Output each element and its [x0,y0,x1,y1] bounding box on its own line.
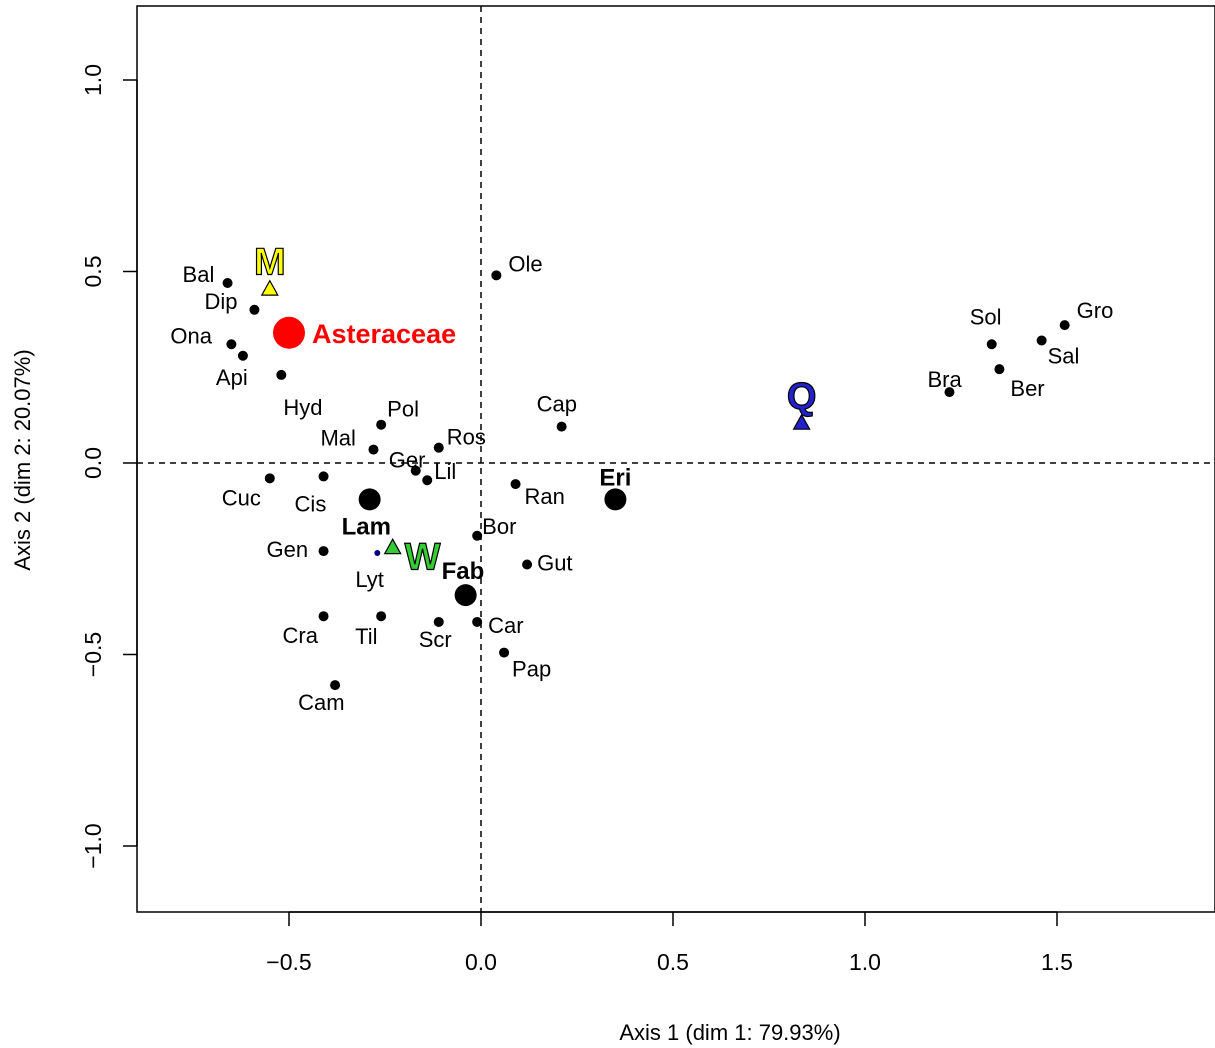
plot-frame [136,5,1215,913]
taxon-point-sal [1036,335,1047,346]
y-tick-label: −1.0 [80,823,106,868]
taxon-point-ona [226,339,237,350]
taxon-label-cam: Cam [298,690,344,715]
taxon-point-cis [318,471,329,482]
taxon-point-scr [433,616,444,627]
taxon-point-mal [368,444,379,455]
asteraceae-point [273,316,305,349]
taxon-label-gen: Gen [267,537,309,562]
family-point-fab [454,584,477,607]
family-point-lam [358,488,381,511]
taxon-label-cis: Cis [295,491,327,516]
y-tick-label: 1.0 [80,64,106,96]
taxon-label-bor: Bor [482,514,516,539]
taxon-label-gut: Gut [537,550,572,575]
x-axis: −0.5 0.0 0.5 1.0 1.5 [266,911,1073,975]
taxon-point-bor [472,530,483,541]
taxon-point-ole [491,270,502,281]
taxon-point-ran [510,479,521,490]
group-label-q: Q [787,376,817,418]
taxon-label-bal: Bal [183,262,215,287]
x-tick-label: −0.5 [266,949,311,975]
taxon-point-gro [1059,320,1070,331]
taxon-point-cuc [264,473,275,484]
taxon-label-lil: Lil [434,459,456,484]
taxon-label-ger: Ger [389,448,426,473]
group-label-m: M [254,242,286,284]
group-label-w: W [405,536,441,578]
reference-lines [137,6,1215,912]
taxon-label-ran: Ran [525,484,565,509]
taxon-point-ger [410,465,421,476]
taxon-label-cra: Cra [283,623,319,648]
x-tick-label: 1.0 [849,949,881,975]
taxon-label-mal: Mal [320,426,355,451]
y-tick-label: 0.5 [80,256,106,288]
taxon-point-cra [318,611,329,622]
taxon-label-ros: Ros [447,425,486,450]
taxon-point-gen [318,546,329,557]
taxon-label-til: Til [355,624,377,649]
y-tick-label: −0.5 [80,632,106,677]
taxon-label-bra: Bra [927,367,962,392]
taxon-point-car [472,616,483,627]
taxon-point-lil [422,475,433,486]
x-axis-title: Axis 1 (dim 1: 79.93%) [619,1020,840,1045]
taxon-point-ber [994,364,1005,375]
taxon-label-cuc: Cuc [222,485,261,510]
taxon-point-cap [556,421,567,432]
taxon-point-bal [222,277,233,288]
taxon-point-lyt [374,550,381,557]
taxon-point-hyd [276,369,287,380]
taxon-label-scr: Scr [419,627,452,652]
taxon-point-api [237,350,248,361]
x-tick-label: 0.5 [657,949,689,975]
y-axis-title: Axis 2 (dim 2: 20.07%) [10,349,35,570]
family-label-eri: Eri [599,464,631,491]
x-tick-label: 1.5 [1041,949,1073,975]
group-marker-q [792,413,811,430]
taxon-label-car: Car [488,613,523,638]
group-marker-m [260,279,279,296]
taxon-point-gut [522,559,533,570]
taxon-label-pap: Pap [512,657,551,682]
taxon-label-dip: Dip [204,289,237,314]
taxon-point-sol [986,339,997,350]
family-label-fab: Fab [442,558,485,585]
taxon-point-pol [376,419,387,430]
taxon-point-dip [249,304,260,315]
taxon-label-sal: Sal [1048,343,1080,368]
taxon-point-pap [499,647,510,658]
family-label-lam: Lam [342,513,391,540]
taxon-point-til [376,611,387,622]
taxon-label-ona: Ona [170,323,212,348]
y-axis: −1.0 −0.5 0.0 0.5 1.0 [80,64,138,869]
taxon-label-ole: Ole [508,251,542,276]
taxon-label-sol: Sol [970,304,1002,329]
taxon-label-gro: Gro [1077,298,1114,323]
taxon-label-lyt: Lyt [355,567,384,592]
taxon-label-cap: Cap [537,392,577,417]
asteraceae-label: Asteraceae [312,319,456,349]
taxon-point-cam [330,680,341,691]
family-point-eri [604,488,627,511]
taxon-label-pol: Pol [387,397,419,422]
taxon-label-api: Api [216,365,248,390]
taxon-label-ber: Ber [1010,376,1044,401]
y-tick-label: 0.0 [80,447,106,479]
group-marker-w [383,538,402,555]
x-tick-label: 0.0 [465,949,497,975]
taxon-point-ros [433,442,444,453]
taxon-label-hyd: Hyd [283,395,322,420]
taxon-point-bra [944,387,955,398]
